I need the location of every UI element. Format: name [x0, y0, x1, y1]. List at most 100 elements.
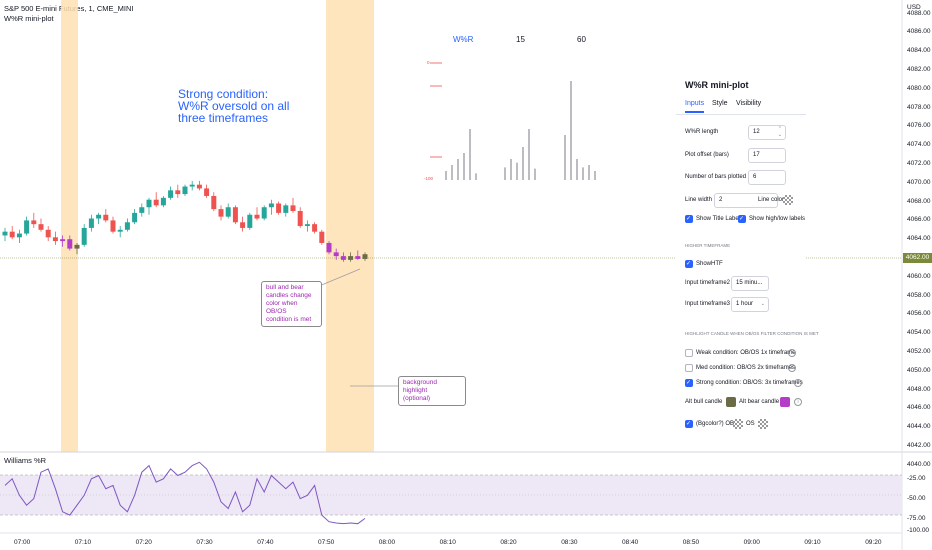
wr-tick-label: -50.00	[907, 495, 926, 502]
show-title-checkbox[interactable]	[685, 215, 693, 223]
strong-info-icon[interactable]: i	[794, 379, 802, 387]
price-tick-label: 4050.00	[907, 366, 931, 374]
strong-condition-line-1: Strong condition:	[178, 87, 269, 101]
candle-body	[67, 239, 73, 249]
candle-body	[290, 205, 296, 211]
bgcolor-label: (Bgcolor?) OB	[696, 421, 735, 427]
candle-body	[139, 207, 145, 213]
highlight-band-2	[326, 0, 374, 452]
weak-condition-checkbox[interactable]	[685, 349, 693, 357]
tf3-select[interactable]: 1 hour ⌄	[731, 297, 769, 312]
bg-highlight-note[interactable]: background highlight (optional)	[398, 376, 466, 406]
candle-body	[52, 237, 58, 242]
plot-offset-input[interactable]: 17	[748, 148, 786, 163]
candle-body	[204, 188, 210, 196]
candle-body	[348, 256, 354, 260]
time-tick-label: 08:00	[378, 539, 396, 546]
candle-body	[182, 186, 188, 195]
bars-plotted-input[interactable]: 6	[748, 170, 786, 185]
bgcolor-checkbox[interactable]	[685, 420, 693, 428]
strong-condition-checkbox[interactable]	[685, 379, 693, 387]
line-width-input[interactable]: 2	[714, 193, 778, 208]
weak-info-icon[interactable]: i	[788, 349, 796, 357]
wr-axis[interactable]: -25.00 -50.00 -75.00 -100.00	[904, 452, 932, 534]
time-axis[interactable]: 07:00 07:10 07:20 07:30 07:40 07:50 08:00 08:10…	[0, 536, 902, 550]
candle-body	[261, 207, 267, 219]
strong-condition-annotation: Strong condition: W%R oversold on all th…	[178, 88, 289, 124]
candle-body	[31, 220, 37, 225]
candle-note-line-2: candles change	[266, 292, 312, 299]
wr-length-label: W%R length	[685, 129, 719, 135]
price-tick-label: 4080.00	[907, 84, 931, 92]
os-color-swatch[interactable]	[758, 419, 768, 429]
alt-info-icon[interactable]: i	[794, 398, 802, 406]
med-info-icon[interactable]: i	[788, 364, 796, 372]
show-highlow-checkbox[interactable]	[738, 215, 746, 223]
candle-body	[175, 190, 181, 195]
candle-body	[146, 199, 152, 208]
stepper-icon[interactable]: ⌃ ⌄	[777, 126, 782, 138]
price-tick-label: 4046.00	[907, 404, 931, 412]
miniplot-header-wr: W%R	[453, 35, 474, 44]
tf2-select[interactable]: 15 minu...	[731, 276, 769, 291]
candle-body	[333, 252, 339, 257]
candle-body	[297, 211, 303, 227]
bg-note-line-1: background highlight	[403, 379, 437, 394]
candle-body	[225, 207, 231, 217]
time-tick-label: 09:10	[804, 539, 821, 546]
candle-body	[189, 184, 195, 187]
alt-bull-label: Alt bull candle	[685, 399, 723, 405]
tf3-value: 1 hour	[736, 301, 754, 307]
chevron-down-icon[interactable]: ⌄	[760, 301, 765, 307]
indicator-title[interactable]: W%R mini-plot	[4, 14, 54, 23]
candle-body	[168, 190, 174, 198]
htf-section-label: HIGHER TIMEFRAME	[685, 243, 731, 248]
price-axis[interactable]: 4088.00 4086.00 4084.00 4082.00 4080.00 4078.…	[904, 0, 932, 468]
show-htf-checkbox[interactable]	[685, 260, 693, 268]
tab-inputs[interactable]: Inputs	[685, 100, 705, 113]
candle-color-note[interactable]: bull and bear candles change color when …	[261, 281, 322, 327]
tab-visibility[interactable]: Visibility	[736, 100, 762, 107]
candle-body	[240, 222, 246, 228]
candle-body	[326, 242, 332, 253]
ob-color-swatch[interactable]	[733, 419, 743, 429]
line-color-swatch[interactable]	[783, 195, 793, 205]
bg-note-line-2: (optional)	[403, 395, 431, 402]
candle-body	[276, 203, 282, 213]
strong-condition-line-3: three timeframes	[178, 111, 269, 125]
strong-condition-line-2: W%R oversold on all	[178, 99, 290, 113]
current-price-tag: 4062.00	[903, 253, 932, 263]
candle-note-line-1: bull and bear	[266, 284, 304, 291]
price-tick-label: 4042.00	[907, 442, 931, 449]
price-tick-label: 4058.00	[907, 291, 931, 299]
price-tick-label: 4066.00	[907, 216, 931, 224]
candle-body	[196, 184, 202, 189]
time-tick-label: 08:30	[561, 539, 578, 546]
med-condition-checkbox[interactable]	[685, 364, 693, 372]
price-tick-label: 4056.00	[907, 310, 931, 318]
alt-bear-swatch[interactable]	[780, 397, 790, 407]
wr-length-value: 12	[753, 129, 760, 135]
candle-body	[218, 209, 224, 217]
price-tick-label: 4084.00	[907, 47, 931, 55]
lower-pane-title[interactable]: Williams %R	[4, 456, 47, 465]
candle-body	[247, 214, 253, 228]
tab-style[interactable]: Style	[712, 100, 728, 107]
candle-body	[103, 214, 109, 221]
wr-tick-label: -25.00	[907, 475, 926, 482]
miniplot-header-15: 15	[516, 35, 525, 44]
tf2-value: 15 minu...	[736, 280, 763, 286]
candle-body	[110, 220, 116, 232]
candle-body	[312, 224, 318, 232]
candle-note-line-4: condition is met	[266, 316, 312, 323]
wr-length-input[interactable]: 12 ⌃ ⌄	[748, 125, 786, 140]
alt-bull-swatch[interactable]	[726, 397, 736, 407]
candle-body	[268, 203, 274, 208]
candle-body	[254, 214, 260, 219]
time-tick-label: 09:20	[865, 539, 882, 546]
tf2-label: Input timeframe2	[685, 280, 731, 286]
settings-panel: W%R mini-plot Inputs Style Visibility W%…	[676, 76, 819, 438]
price-tick-label: 4070.00	[907, 178, 931, 186]
williams-r-line	[4, 461, 366, 525]
